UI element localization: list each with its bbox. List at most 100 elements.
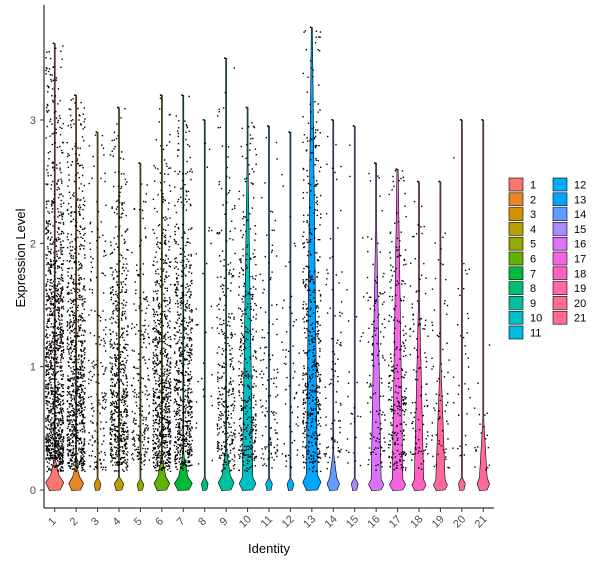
point: [190, 350, 192, 352]
point: [162, 401, 164, 403]
point: [189, 371, 192, 373]
point: [177, 389, 179, 391]
point: [186, 358, 188, 361]
point: [159, 353, 162, 355]
point: [49, 284, 51, 287]
point: [81, 341, 83, 344]
point: [103, 435, 105, 437]
point: [158, 404, 160, 406]
point: [154, 448, 156, 450]
point: [69, 428, 71, 431]
point: [163, 159, 166, 161]
point: [66, 286, 68, 289]
point: [133, 366, 135, 369]
point: [58, 411, 61, 413]
point: [203, 395, 205, 397]
point: [52, 439, 54, 441]
point: [113, 277, 115, 279]
point: [113, 423, 115, 425]
point: [82, 414, 84, 416]
point: [174, 451, 176, 453]
point: [122, 469, 124, 471]
point: [53, 264, 56, 266]
point: [76, 221, 78, 224]
point: [217, 434, 219, 436]
point: [52, 429, 54, 431]
point: [60, 329, 62, 331]
point: [72, 314, 74, 316]
point: [61, 298, 63, 300]
point: [143, 342, 145, 344]
point: [84, 200, 86, 202]
point: [123, 299, 125, 301]
point: [153, 373, 155, 375]
point: [165, 434, 167, 436]
point: [118, 461, 120, 464]
point: [55, 392, 57, 394]
point: [63, 202, 65, 204]
point: [177, 439, 180, 442]
point: [211, 327, 213, 329]
point: [82, 380, 84, 383]
point: [61, 412, 63, 415]
point: [51, 243, 53, 245]
point: [60, 149, 63, 152]
point: [234, 436, 236, 438]
point: [58, 452, 60, 454]
point: [69, 419, 71, 421]
point: [166, 373, 168, 375]
point: [81, 452, 83, 454]
point: [114, 383, 116, 385]
point: [101, 365, 104, 368]
point: [74, 436, 77, 439]
point: [103, 459, 105, 461]
point: [55, 384, 57, 387]
point: [122, 461, 124, 463]
point: [162, 325, 164, 327]
point: [164, 338, 167, 341]
point: [181, 187, 184, 189]
point: [70, 215, 72, 217]
point: [46, 51, 48, 53]
point: [223, 372, 225, 374]
point: [145, 236, 147, 238]
point: [226, 175, 228, 178]
point: [223, 366, 226, 368]
point: [49, 410, 51, 412]
point: [189, 405, 191, 407]
point: [121, 440, 124, 442]
point: [97, 404, 99, 407]
point: [76, 453, 79, 455]
point: [227, 342, 229, 345]
point: [159, 389, 161, 391]
point: [52, 343, 55, 345]
point: [179, 351, 182, 354]
point: [169, 448, 171, 451]
point: [67, 415, 69, 417]
point: [120, 117, 122, 119]
point: [160, 467, 163, 469]
point: [127, 451, 129, 453]
point: [91, 292, 93, 294]
point: [112, 313, 114, 315]
point: [137, 458, 139, 461]
point: [115, 308, 117, 311]
point: [178, 386, 181, 389]
point: [189, 156, 191, 159]
point: [66, 390, 69, 393]
point-max: [224, 57, 226, 59]
point: [45, 390, 47, 393]
point: [148, 405, 150, 407]
point: [45, 308, 47, 310]
point: [166, 218, 168, 220]
point: [75, 435, 77, 437]
point: [166, 364, 168, 366]
point: [190, 205, 192, 207]
point: [181, 343, 183, 345]
point: [57, 265, 59, 267]
point: [156, 462, 159, 464]
point: [157, 454, 159, 456]
point: [225, 269, 228, 271]
point: [126, 447, 128, 449]
point: [51, 387, 54, 389]
